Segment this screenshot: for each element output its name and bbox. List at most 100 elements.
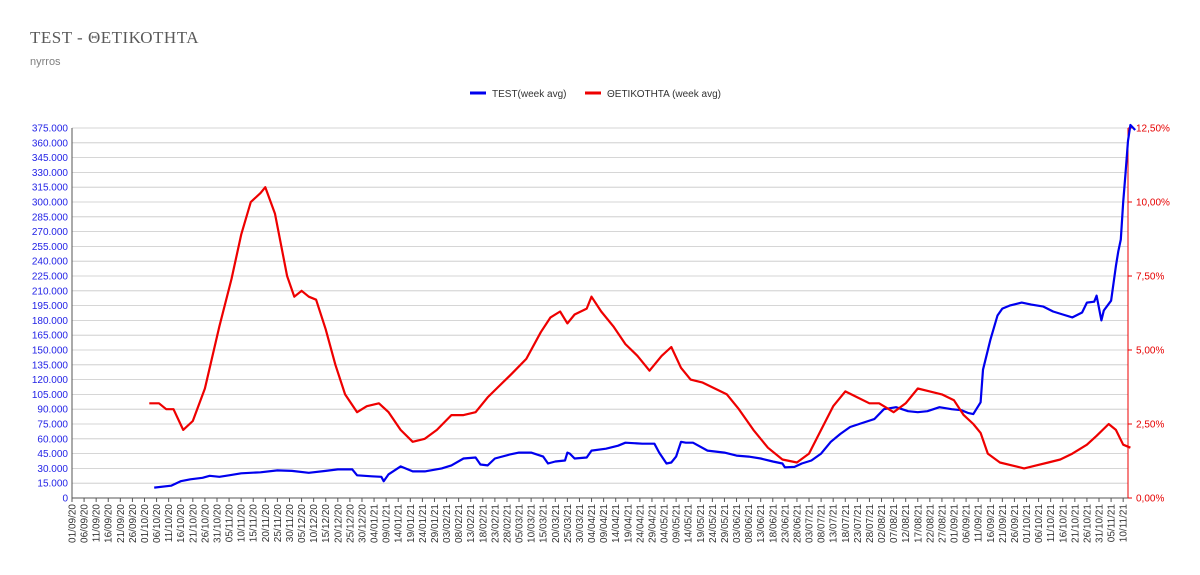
x-tick-label: 15/11/20 — [249, 504, 260, 543]
x-tick-label: 10/12/20 — [309, 504, 320, 543]
x-tick-label: 21/09/21 — [998, 504, 1009, 543]
x-tick-label: 10/11/20 — [237, 504, 248, 543]
left-tick-label: 105.000 — [32, 390, 69, 401]
x-tick-label: 19/05/21 — [696, 504, 707, 543]
x-tick-label: 09/01/21 — [382, 504, 393, 543]
x-tick-label: 23/07/21 — [853, 504, 864, 543]
x-tick-label: 15/03/21 — [539, 504, 550, 543]
x-tick-label: 08/02/21 — [454, 504, 465, 543]
x-tick-label: 26/10/20 — [200, 504, 211, 543]
series-lines — [149, 123, 1136, 489]
legend: TEST(week avg) ΘΕΤΙΚΟΤΗΤΑ (week avg) — [470, 89, 721, 100]
x-tick-label: 24/05/21 — [708, 504, 719, 543]
left-tick-label: 195.000 — [32, 301, 69, 312]
chart-subtitle: nyrros — [30, 56, 61, 68]
x-tick-label: 14/01/21 — [394, 504, 405, 543]
x-tick-label: 20/03/21 — [551, 504, 562, 543]
x-tick-label: 11/09/20 — [92, 504, 103, 543]
x-tick-label: 28/02/21 — [502, 504, 513, 543]
x-tick-label: 05/11/20 — [225, 504, 236, 543]
left-tick-label: 255.000 — [32, 242, 69, 253]
x-tick-label: 25/03/21 — [563, 504, 574, 543]
x-tick-label: 27/08/21 — [937, 504, 948, 543]
left-tick-label: 0 — [62, 494, 68, 505]
gridlines — [72, 127, 1128, 499]
x-tick-label: 15/12/20 — [321, 504, 332, 543]
left-tick-label: 315.000 — [32, 183, 69, 194]
left-tick-label: 375.000 — [32, 124, 69, 135]
x-tick-label: 29/04/21 — [647, 504, 658, 543]
x-tick-label: 10/11/21 — [1119, 504, 1130, 543]
left-tick-label: 135.000 — [32, 360, 69, 371]
x-tick-label: 21/10/20 — [188, 504, 199, 543]
x-tick-label: 19/04/21 — [623, 504, 634, 543]
x-tick-label: 21/09/20 — [116, 504, 127, 543]
x-tick-label: 04/04/21 — [587, 504, 598, 543]
left-tick-label: 180.000 — [32, 316, 69, 327]
x-tick-label: 29/05/21 — [720, 504, 731, 543]
x-tick-label: 16/10/21 — [1058, 504, 1069, 543]
x-tick-label: 16/09/21 — [986, 504, 997, 543]
x-tick-label: 30/12/20 — [357, 504, 368, 543]
x-tick-label: 19/01/21 — [406, 504, 417, 543]
x-tick-label: 22/08/21 — [925, 504, 936, 543]
x-tick-label: 20/12/20 — [333, 504, 344, 543]
series-line-test — [154, 123, 1136, 489]
x-tick-label: 25/11/20 — [273, 504, 284, 543]
x-tick-label: 20/11/20 — [261, 504, 272, 543]
left-tick-label: 165.000 — [32, 331, 69, 342]
x-tick-label: 18/07/21 — [841, 504, 852, 543]
x-tick-label: 30/11/20 — [285, 504, 296, 543]
x-tick-label: 17/08/21 — [913, 504, 924, 543]
x-tick-label: 23/02/21 — [490, 504, 501, 543]
left-tick-label: 225.000 — [32, 272, 69, 283]
x-tick-label: 24/01/21 — [418, 504, 429, 543]
x-axis: 01/09/20 06/09/20 11/09/20 16/09/20 21/09/20… — [68, 497, 1130, 543]
left-tick-label: 360.000 — [32, 138, 69, 149]
chart-title: TEST - ΘΕΤΙΚΟΤΗΤΑ — [30, 28, 200, 47]
x-tick-label: 06/09/20 — [80, 504, 91, 543]
left-tick-label: 60.000 — [37, 434, 68, 445]
left-tick-label: 270.000 — [32, 227, 69, 238]
right-tick-label: 10,00% — [1136, 198, 1170, 209]
x-tick-label: 01/09/21 — [950, 504, 961, 543]
right-tick-label: 7,50% — [1136, 272, 1164, 283]
x-tick-label: 16/10/20 — [176, 504, 187, 543]
x-tick-label: 06/10/21 — [1034, 504, 1045, 543]
x-tick-label: 03/02/21 — [442, 504, 453, 543]
x-tick-label: 08/07/21 — [817, 504, 828, 543]
x-tick-label: 14/04/21 — [611, 504, 622, 543]
x-tick-label: 06/10/20 — [152, 504, 163, 543]
x-tick-label: 05/03/21 — [515, 504, 526, 543]
right-tick-label: 2,50% — [1136, 420, 1164, 431]
x-tick-label: 29/01/21 — [430, 504, 441, 543]
x-tick-label: 10/03/21 — [527, 504, 538, 543]
x-tick-label: 31/10/21 — [1095, 504, 1106, 543]
series-line-positivity — [149, 186, 1131, 470]
left-tick-label: 45.000 — [37, 449, 68, 460]
x-tick-label: 01/09/20 — [68, 504, 79, 543]
right-axis: 0,00% 2,50% 5,00% 7,50% 10,00% 12,50% — [1127, 124, 1170, 505]
x-tick-label: 03/07/21 — [805, 504, 816, 543]
left-tick-label: 75.000 — [37, 420, 68, 431]
x-tick-label: 03/06/21 — [732, 504, 743, 543]
left-tick-label: 30.000 — [37, 464, 68, 475]
left-tick-label: 150.000 — [32, 346, 69, 357]
x-tick-label: 28/07/21 — [865, 504, 876, 543]
x-tick-label: 01/10/20 — [140, 504, 151, 543]
legend-label-positivity: ΘΕΤΙΚΟΤΗΤΑ (week avg) — [607, 89, 721, 100]
x-tick-label: 02/08/21 — [877, 504, 888, 543]
x-tick-label: 07/08/21 — [889, 504, 900, 543]
left-tick-label: 300.000 — [32, 198, 69, 209]
left-tick-label: 90.000 — [37, 405, 68, 416]
left-tick-label: 285.000 — [32, 212, 69, 223]
x-tick-label: 12/08/21 — [901, 504, 912, 543]
x-tick-label: 13/06/21 — [756, 504, 767, 543]
x-tick-label: 23/06/21 — [780, 504, 791, 543]
x-tick-label: 16/09/20 — [104, 504, 115, 543]
x-tick-label: 13/02/21 — [466, 504, 477, 543]
x-tick-label: 11/09/21 — [974, 504, 985, 543]
x-tick-label: 11/10/21 — [1046, 504, 1057, 543]
right-tick-label: 0,00% — [1136, 494, 1164, 505]
